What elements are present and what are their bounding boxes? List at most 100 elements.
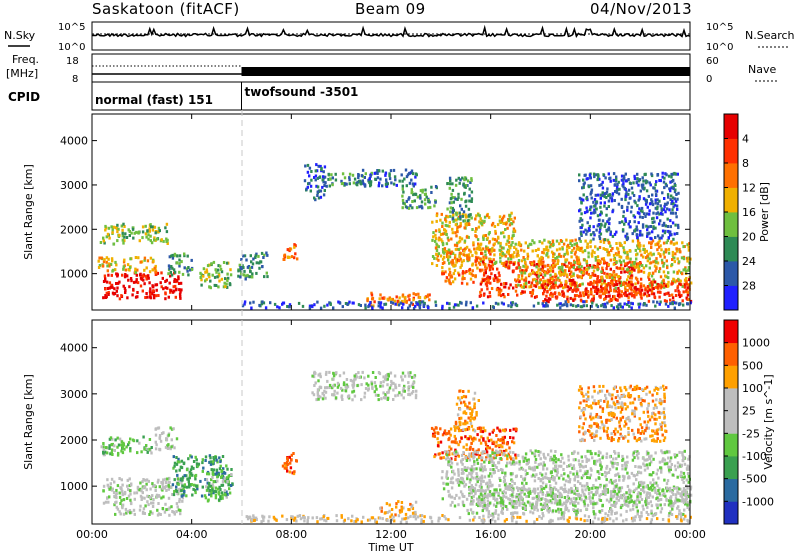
scatter-cell	[459, 257, 462, 261]
scatter-cell	[332, 384, 335, 388]
scatter-cell	[670, 179, 674, 183]
scatter-cell	[470, 441, 473, 445]
scatter-cell	[219, 495, 222, 499]
scatter-cell	[547, 300, 550, 304]
scatter-cell	[672, 502, 675, 506]
scatter-cell	[639, 262, 642, 266]
scatter-cell	[171, 253, 174, 257]
scatter-cell	[175, 502, 179, 506]
scatter-cell	[570, 270, 573, 274]
scatter-cell	[674, 188, 677, 192]
scatter-cell	[624, 193, 628, 197]
scatter-cell	[590, 304, 593, 308]
scatter-cell	[451, 280, 455, 284]
scatter-cell	[612, 494, 615, 498]
scatter-cell	[622, 182, 625, 186]
scatter-cell	[607, 290, 611, 294]
scatter-cell	[498, 278, 501, 282]
scatter-cell	[457, 503, 460, 507]
scatter-cell	[577, 246, 580, 249]
scatter-cell	[546, 251, 549, 255]
scatter-cell	[614, 479, 617, 483]
scatter-cell	[364, 303, 367, 307]
scatter-cell	[674, 223, 677, 227]
scatter-cell	[199, 479, 202, 483]
scatter-cell	[528, 242, 532, 246]
scatter-cell	[214, 480, 217, 484]
scatter-cell	[490, 260, 494, 264]
scatter-cell	[652, 478, 655, 482]
scatter-cell	[208, 484, 211, 488]
scatter-cell	[415, 206, 419, 210]
scatter-cell	[681, 478, 684, 481]
scatter-cell	[565, 248, 569, 252]
scatter-cell	[537, 260, 540, 264]
scatter-cell	[151, 484, 155, 488]
scatter-cell	[161, 488, 164, 492]
scatter-cell	[155, 272, 158, 276]
scatter-cell	[217, 268, 220, 272]
scatter-cell	[458, 251, 462, 255]
scatter-cell	[609, 244, 612, 248]
scatter-cell	[433, 455, 436, 459]
scatter-cell	[264, 306, 268, 310]
scatter-cell	[636, 456, 640, 460]
scatter-cell	[342, 381, 346, 385]
scatter-cell	[324, 181, 327, 185]
scatter-cell	[370, 291, 373, 295]
scatter-cell	[558, 464, 561, 468]
scatter-cell	[142, 507, 146, 511]
scatter-cell	[466, 437, 469, 441]
scatter-cell	[149, 487, 152, 491]
scatter-cell	[454, 458, 457, 461]
scatter-cell	[509, 428, 512, 432]
scatter-cell	[524, 277, 528, 281]
scatter-cell	[632, 266, 635, 270]
scatter-cell	[660, 236, 663, 240]
scatter-cell	[501, 468, 504, 472]
scatter-cell	[642, 244, 645, 248]
scatter-cell	[485, 503, 488, 507]
scatter-cell	[196, 487, 199, 491]
scatter-cell	[617, 250, 620, 254]
scatter-cell	[318, 175, 322, 179]
scatter-cell	[648, 202, 652, 206]
scatter-cell	[499, 244, 502, 248]
scatter-cell	[622, 478, 625, 482]
scatter-cell	[371, 387, 374, 390]
scatter-cell	[547, 240, 550, 244]
scatter-cell	[551, 264, 555, 268]
scatter-cell	[582, 300, 585, 304]
scatter-cell	[660, 449, 663, 453]
scatter-cell	[376, 176, 380, 180]
scatter-cell	[379, 301, 383, 305]
scatter-cell	[651, 280, 654, 284]
scatter-cell	[358, 376, 361, 379]
scatter-cell	[624, 262, 627, 266]
scatter-cell	[529, 449, 532, 453]
scatter-cell	[437, 252, 441, 256]
scatter-cell	[543, 273, 547, 277]
scatter-cell	[478, 248, 481, 251]
scatter-cell	[226, 285, 229, 289]
scatter-cell	[594, 258, 598, 262]
scatter-cell	[536, 465, 539, 469]
scatter-cell	[149, 223, 152, 227]
scatter-cell	[494, 229, 497, 233]
scatter-cell	[653, 280, 657, 284]
scatter-cell	[643, 248, 646, 251]
scatter-cell	[334, 396, 338, 400]
scatter-cell	[627, 504, 630, 508]
scatter-cell	[334, 371, 338, 375]
scatter-cell	[139, 504, 142, 508]
scatter-cell	[632, 263, 635, 267]
scatter-cell	[602, 492, 605, 496]
scatter-cell	[379, 381, 383, 385]
scatter-cell	[615, 457, 618, 461]
scatter-cell	[210, 490, 213, 494]
scatter-cell	[500, 438, 503, 442]
scatter-cell	[118, 297, 122, 301]
scatter-cell	[170, 265, 173, 268]
scatter-cell	[502, 480, 506, 484]
scatter-cell	[192, 460, 196, 463]
